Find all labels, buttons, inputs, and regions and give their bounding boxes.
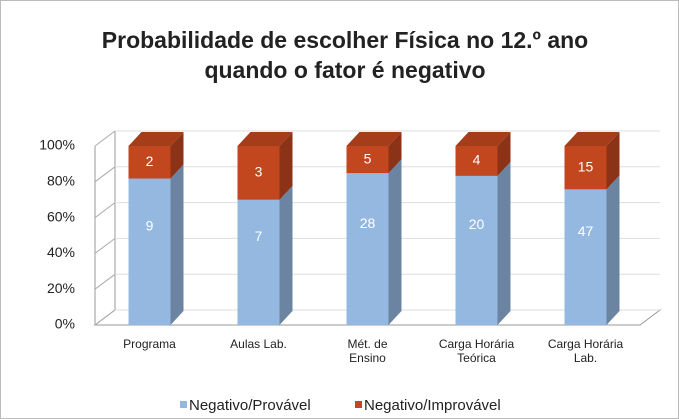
bar-side bbox=[606, 175, 620, 325]
y-tick-label: 0% bbox=[55, 316, 75, 332]
x-tick-label: Carga Horária Teórica bbox=[439, 337, 515, 365]
data-label: 3 bbox=[255, 164, 263, 180]
bar-side bbox=[279, 185, 293, 325]
bar-top bbox=[346, 132, 402, 146]
bar bbox=[346, 173, 389, 325]
bar-side bbox=[497, 132, 511, 176]
bar bbox=[237, 146, 280, 200]
grid-line bbox=[94, 309, 116, 326]
legend-label: Negativo/Improvável bbox=[364, 397, 501, 414]
bar bbox=[128, 178, 171, 325]
bar-side bbox=[606, 132, 620, 190]
data-label: 2 bbox=[146, 153, 154, 169]
bar-top bbox=[237, 132, 293, 146]
grid-line bbox=[94, 237, 116, 254]
bar-side bbox=[388, 159, 402, 325]
y-tick-label: 60% bbox=[47, 208, 75, 224]
grid-line bbox=[94, 202, 116, 219]
data-label: 15 bbox=[578, 158, 594, 174]
bar bbox=[346, 146, 389, 174]
bar bbox=[564, 189, 607, 325]
bar bbox=[564, 146, 607, 190]
bar-side bbox=[279, 132, 293, 200]
legend-label: Negativo/Provável bbox=[189, 397, 311, 414]
data-label: 20 bbox=[469, 216, 485, 232]
bar bbox=[237, 199, 280, 325]
y-tick-label: 40% bbox=[47, 244, 75, 260]
x-tick-label: Aulas Lab. bbox=[230, 337, 287, 351]
bar bbox=[128, 146, 171, 179]
data-label: 4 bbox=[473, 152, 481, 168]
legend-swatch bbox=[355, 401, 362, 408]
bar-side bbox=[170, 132, 184, 179]
y-tick-label: 20% bbox=[47, 280, 75, 296]
grid-line bbox=[94, 273, 116, 290]
data-label: 7 bbox=[255, 228, 263, 244]
data-label: 9 bbox=[146, 217, 154, 233]
bar-side bbox=[388, 132, 402, 174]
x-tick-label: Programa bbox=[123, 337, 176, 351]
bar-top bbox=[128, 132, 184, 146]
y-tick-label: 100% bbox=[39, 137, 75, 153]
x-tick-label: Carga Horária Lab. bbox=[548, 337, 624, 365]
x-tick-label: Mét. de Ensino bbox=[347, 337, 387, 365]
data-label: 47 bbox=[578, 223, 594, 239]
bar bbox=[455, 146, 498, 176]
legend-swatch bbox=[180, 401, 187, 408]
bar-side bbox=[497, 161, 511, 325]
grid-line bbox=[94, 166, 116, 183]
data-label: 28 bbox=[360, 215, 376, 231]
bar-side bbox=[170, 164, 184, 325]
chart-title: Probabilidade de escolher Física no 12.º… bbox=[102, 27, 588, 83]
data-label: 5 bbox=[364, 150, 372, 166]
y-tick-label: 80% bbox=[47, 173, 75, 189]
bar-top bbox=[564, 132, 620, 146]
bar bbox=[455, 175, 498, 325]
bar-top bbox=[455, 132, 511, 146]
grid-line bbox=[94, 130, 116, 147]
